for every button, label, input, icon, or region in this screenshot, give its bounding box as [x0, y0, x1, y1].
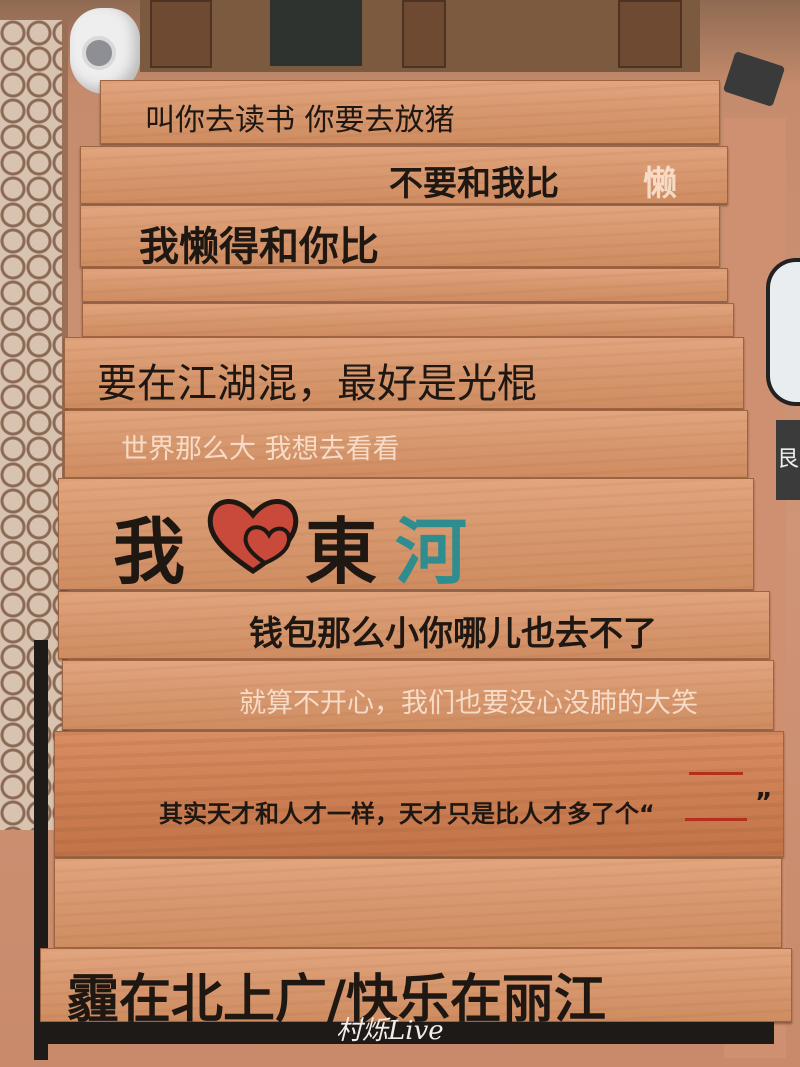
plank-blank-1	[82, 268, 728, 302]
plank-4: 要在江湖混，最好是光棍	[64, 337, 744, 409]
logo-wo: 我	[113, 510, 186, 594]
plank-3: 我懒得和你比	[80, 205, 720, 270]
plank-logo: 我 東 河	[58, 478, 754, 594]
plank-9: 霾在北上广/快乐在丽江	[40, 948, 792, 1030]
sign-line-8-close: ”	[755, 788, 773, 818]
security-camera-icon	[60, 0, 148, 100]
dark-panel	[270, 0, 362, 66]
beam-bracket	[402, 0, 446, 68]
sign-line-2-tail: 懒	[643, 164, 677, 204]
beam-bracket	[618, 0, 682, 68]
sign-line-9: 霾在北上广/快乐在丽江	[67, 970, 606, 1030]
side-sign-char: 艮	[776, 420, 800, 500]
sign-line-6: 钱包那么小你哪儿也去不了	[249, 614, 657, 654]
side-sign	[766, 258, 800, 406]
heart-icon	[207, 499, 299, 575]
plank-8: 其实天才和人才一样，天才只是比人才多了个“ ”	[54, 731, 784, 857]
sign-line-7: 就算不开心，我们也要没心没肺的大笑	[239, 688, 698, 719]
logo-dong: 東	[305, 510, 378, 594]
plank-2: 不要和我比 懒	[80, 146, 728, 204]
plank-5: 世界那么大 我想去看看	[64, 410, 748, 478]
sign-line-8: 其实天才和人才一样，天才只是比人才多了个“	[159, 800, 655, 828]
logo-he: 河	[395, 510, 468, 594]
plank-1: 叫你去读书 你要去放猪	[100, 80, 720, 144]
plank-7: 就算不开心，我们也要没心没肺的大笑	[62, 660, 774, 730]
sign-line-2: 不要和我比	[389, 164, 559, 204]
sign-line-5: 世界那么大 我想去看看	[121, 434, 400, 465]
red-dash-top	[689, 772, 743, 775]
plank-blank-2	[82, 303, 734, 337]
red-dash-bottom	[685, 818, 747, 821]
watermark: 村烁Live	[336, 1016, 444, 1046]
beam-bracket	[150, 0, 212, 68]
window-lattice	[0, 20, 68, 830]
frame-bottom	[34, 1022, 774, 1044]
sign-line-3: 我懒得和你比	[139, 224, 379, 270]
sign-line-1: 叫你去读书 你要去放猪	[145, 103, 455, 138]
plank-6: 钱包那么小你哪儿也去不了	[58, 591, 770, 659]
plank-blank-3	[54, 858, 782, 948]
sign-line-4: 要在江湖混，最好是光棍	[97, 361, 537, 407]
